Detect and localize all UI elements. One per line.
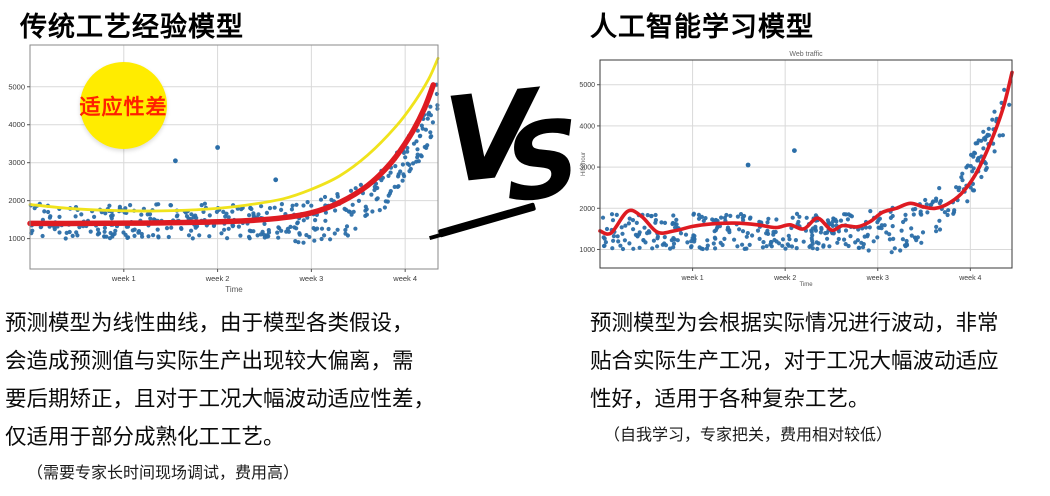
axis-labels: 1000 2000 3000 4000 5000 week 1 week 2 week 3 we… [8, 82, 417, 294]
left-panel-title: 传统工艺经验模型 [20, 12, 244, 42]
left-description-line: 会造成预测值与实际生产出现较大偏离，需 [5, 349, 414, 373]
svg-text:week 2: week 2 [205, 274, 230, 283]
svg-text:1000: 1000 [579, 247, 595, 254]
svg-text:2000: 2000 [579, 206, 595, 213]
svg-text:4000: 4000 [579, 123, 595, 130]
svg-text:week 3: week 3 [866, 275, 889, 282]
svg-text:5000: 5000 [8, 82, 25, 91]
right-description-line: 预测模型为会根据实际情况进行波动，非常 [590, 311, 999, 335]
adaptability-badge-label: 适应性差 [79, 95, 168, 119]
svg-text:4000: 4000 [8, 120, 25, 129]
svg-text:week 1: week 1 [111, 274, 136, 283]
ai-model-chart: 1000 2000 3000 4000 5000 week 1 week 2 week 3 we… [579, 51, 1014, 288]
trend-lines [27, 56, 440, 227]
svg-text:1000: 1000 [8, 234, 25, 243]
svg-text:2000: 2000 [8, 196, 25, 205]
left-description-line: 要后期矫正，且对于工况大幅波动适应性差， [5, 387, 436, 411]
svg-text:week 2: week 2 [773, 275, 796, 282]
left-description-line: 预测模型为线性曲线，由于模型各类假设， [5, 311, 414, 335]
svg-text:Time: Time [225, 285, 243, 294]
left-description-note: （需要专家长时间现场调试，费用高） [27, 465, 300, 482]
adaptability-badge: 适应性差 [80, 62, 167, 149]
svg-text:3000: 3000 [8, 158, 25, 167]
right-description: 预测模型为会根据实际情况进行波动，非常 贴合实际生产工况，对于工况大幅波动适应 … [590, 304, 999, 449]
left-description-line: 仅适用于部分成熟化工工艺。 [5, 425, 285, 449]
right-description-line: 贴合实际生产工况，对于工况大幅波动适应 [590, 349, 999, 373]
right-description-note: （自我学习，专家把关，费用相对较低） [604, 427, 893, 444]
svg-text:week 1: week 1 [680, 275, 703, 282]
chart-title: Web traffic [789, 51, 823, 58]
svg-text:Time: Time [799, 282, 813, 288]
linear-model-red [27, 82, 437, 227]
trend-lines [598, 70, 1014, 236]
vs-mark: V S [429, 63, 584, 250]
ai-model-figure: 1000 2000 3000 4000 5000 week 1 week 2 week 3 we… [578, 48, 1040, 299]
traditional-model-chart: 1000 2000 3000 4000 5000 week 1 week 2 week 3 we… [8, 44, 440, 294]
right-panel-title: 人工智能学习模型 [590, 12, 814, 42]
adaptive-model-red [598, 70, 1014, 236]
axis-labels: 1000 2000 3000 4000 5000 week 1 week 2 week 3 we… [579, 51, 981, 288]
traditional-model-figure: 1000 2000 3000 4000 5000 week 1 week 2 week 3 we… [0, 42, 450, 305]
y-axis-label: Hits/hour [581, 152, 587, 176]
svg-text:week 4: week 4 [392, 274, 417, 283]
svg-text:3000: 3000 [579, 165, 595, 172]
curved-fit-yellow [28, 56, 440, 213]
svg-text:5000: 5000 [579, 82, 595, 89]
left-description: 预测模型为线性曲线，由于模型各类假设， 会造成预测值与实际生产出现较大偏离，需 … [5, 304, 435, 487]
svg-text:week 3: week 3 [298, 274, 323, 283]
svg-text:week 4: week 4 [958, 275, 981, 282]
right-description-line: 性好，适用于各种复杂工艺。 [590, 387, 870, 411]
